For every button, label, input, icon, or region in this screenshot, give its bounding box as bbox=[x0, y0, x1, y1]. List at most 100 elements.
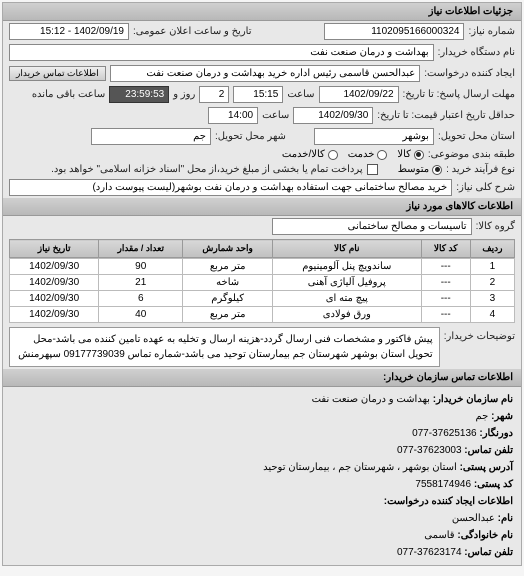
table-cell: 4 bbox=[470, 307, 514, 323]
radio-goods-label: کالا bbox=[397, 149, 411, 160]
description-label: توضیحات خریدار: bbox=[444, 327, 515, 342]
time-label-1: ساعت bbox=[287, 89, 314, 100]
treasury-checkbox[interactable] bbox=[367, 164, 378, 175]
table-header-cell: کد کالا bbox=[421, 240, 470, 258]
treasury-note: پرداخت تمام یا بخشی از مبلغ خرید،از محل … bbox=[51, 164, 363, 175]
table-cell: --- bbox=[421, 291, 470, 307]
postal-value: 7558174946 bbox=[415, 479, 471, 490]
validity-time-field: 14:00 bbox=[208, 107, 258, 124]
items-header: اطلاعات کالاهای مورد نیاز bbox=[3, 198, 521, 216]
table-cell: 2 bbox=[470, 275, 514, 291]
title-field: خرید مصالح ساختمانی جهت استفاده بهداشت و… bbox=[9, 179, 452, 196]
radio-both[interactable]: کالا/خدمت bbox=[282, 149, 338, 160]
delivery-province-label: استان محل تحویل: bbox=[438, 131, 515, 142]
requester-field: عبدالحسن قاسمی رئیس اداره خرید بهداشت و … bbox=[110, 65, 421, 82]
announce-date-label: تاریخ و ساعت اعلان عمومی: bbox=[133, 26, 252, 37]
radio-both-label: کالا/خدمت bbox=[282, 149, 325, 160]
items-table: ردیفکد کالانام کالاواحد شمارشتعداد / مقد… bbox=[9, 239, 515, 323]
validity-label: حداقل تاریخ اعتبار قیمت: تا تاریخ: bbox=[377, 110, 515, 121]
description-text: پیش فاکتور و مشخصات فنی ارسال گردد-هزینه… bbox=[9, 327, 440, 367]
deadline-send-label: مهلت ارسال پاسخ: تا تاریخ: bbox=[403, 89, 515, 100]
announce-date-field: 1402/09/19 - 15:12 bbox=[9, 23, 129, 40]
table-cell: --- bbox=[421, 275, 470, 291]
table-cell: متر مربع bbox=[183, 259, 273, 275]
address-label: آدرس پستی: bbox=[460, 462, 513, 473]
req-header: اطلاعات ایجاد کننده درخواست: bbox=[11, 493, 513, 510]
days-label: روز و bbox=[173, 89, 195, 100]
address-value: استان بوشهر ، شهرستان جم ، بیمارستان توح… bbox=[263, 462, 457, 473]
request-no-label: شماره نیاز: bbox=[468, 26, 515, 37]
org-value: بهداشت و درمان صنعت نفت bbox=[312, 394, 430, 405]
phone-label: تلفن تماس: bbox=[464, 445, 513, 456]
rphone-value: 37623174-077 bbox=[397, 547, 462, 558]
city-label: شهر: bbox=[491, 411, 513, 422]
remain-time-field: 23:59:53 bbox=[109, 86, 169, 103]
table-cell: 1402/09/30 bbox=[10, 259, 99, 275]
radio-medium-label: متوسط bbox=[398, 164, 429, 175]
lname-label: نام خانوادگی: bbox=[457, 530, 513, 541]
table-header-cell: نام کالا bbox=[273, 240, 421, 258]
table-row: 3---پیچ مته ایکیلوگرم61402/09/30 bbox=[10, 291, 515, 307]
radio-icon bbox=[328, 150, 338, 160]
rphone-label: تلفن تماس: bbox=[464, 547, 513, 558]
table-header-cell: واحد شمارش bbox=[183, 240, 273, 258]
time-label-2: ساعت bbox=[262, 110, 289, 121]
request-no-field: 1102095166000324 bbox=[324, 23, 464, 40]
buyer-org-field: بهداشت و درمان صنعت نفت bbox=[9, 44, 434, 61]
table-cell: 40 bbox=[99, 307, 183, 323]
radio-service[interactable]: خدمت bbox=[348, 149, 388, 160]
table-cell: پروفیل آلیاژی آهنی bbox=[273, 275, 421, 291]
radio-icon bbox=[432, 165, 442, 175]
radio-service-label: خدمت bbox=[348, 149, 375, 160]
buyer-org-label: نام دستگاه خریدار: bbox=[438, 47, 515, 58]
postal-label: کد پستی: bbox=[474, 479, 513, 490]
table-cell: 1 bbox=[470, 259, 514, 275]
table-cell: ورق فولادی bbox=[273, 307, 421, 323]
city-value: جم bbox=[476, 411, 489, 422]
group-label: گروه کالا: bbox=[476, 221, 515, 232]
buyer-contact-button[interactable]: اطلاعات تماس خریدار bbox=[9, 66, 106, 81]
group-field: تاسیسات و مصالح ساختمانی bbox=[272, 218, 472, 235]
days-left-field: 2 bbox=[199, 86, 229, 103]
table-cell: متر مربع bbox=[183, 307, 273, 323]
deadline-time-field: 15:15 bbox=[233, 86, 283, 103]
table-cell: 1402/09/30 bbox=[10, 307, 99, 323]
radio-goods[interactable]: کالا bbox=[397, 149, 424, 160]
org-label: نام سازمان خریدار: bbox=[433, 394, 513, 405]
table-cell: 90 bbox=[99, 259, 183, 275]
table-header-cell: تعداد / مقدار bbox=[99, 240, 183, 258]
table-cell: 1402/09/30 bbox=[10, 291, 99, 307]
fax-value: 37625136-077 bbox=[412, 428, 477, 439]
delivery-city-field: جم bbox=[91, 128, 211, 145]
name-value: عبدالحسن bbox=[452, 513, 495, 524]
table-cell: 1402/09/30 bbox=[10, 275, 99, 291]
table-cell: --- bbox=[421, 307, 470, 323]
name-label: نام: bbox=[498, 513, 513, 524]
panel-title: جزئیات اطلاعات نیاز bbox=[3, 3, 521, 21]
table-cell: کیلوگرم bbox=[183, 291, 273, 307]
category-label: طبقه بندی موضوعی: bbox=[428, 149, 515, 160]
table-cell: پیچ مته ای bbox=[273, 291, 421, 307]
requester-label: ایجاد کننده درخواست: bbox=[424, 68, 515, 79]
table-header-cell: ردیف bbox=[470, 240, 514, 258]
table-header-cell: تاریخ نیاز bbox=[10, 240, 99, 258]
table-cell: شاخه bbox=[183, 275, 273, 291]
contact-header: اطلاعات تماس سازمان خریدار: bbox=[3, 369, 521, 387]
delivery-city-label: شهر محل تحویل: bbox=[215, 131, 286, 142]
remain-label: ساعت باقی مانده bbox=[32, 89, 105, 100]
radio-medium[interactable]: متوسط bbox=[398, 164, 442, 175]
table-cell: ساندویچ پنل آلومینیوم bbox=[273, 259, 421, 275]
deadline-date-field: 1402/09/22 bbox=[319, 86, 399, 103]
radio-icon bbox=[414, 150, 424, 160]
table-cell: 3 bbox=[470, 291, 514, 307]
delivery-province-field: بوشهر bbox=[314, 128, 434, 145]
table-cell: 6 bbox=[99, 291, 183, 307]
phone-value: 37623003-077 bbox=[397, 445, 462, 456]
title-label: شرح کلی نیاز: bbox=[456, 182, 515, 193]
radio-icon bbox=[377, 150, 387, 160]
table-row: 1---ساندویچ پنل آلومینیوممتر مربع901402/… bbox=[10, 259, 515, 275]
validity-date-field: 1402/09/30 bbox=[293, 107, 373, 124]
lname-value: قاسمی bbox=[424, 530, 454, 541]
contact-block: نام سازمان خریدار: بهداشت و درمان صنعت ن… bbox=[3, 387, 521, 565]
fax-label: دورنگار: bbox=[479, 428, 513, 439]
